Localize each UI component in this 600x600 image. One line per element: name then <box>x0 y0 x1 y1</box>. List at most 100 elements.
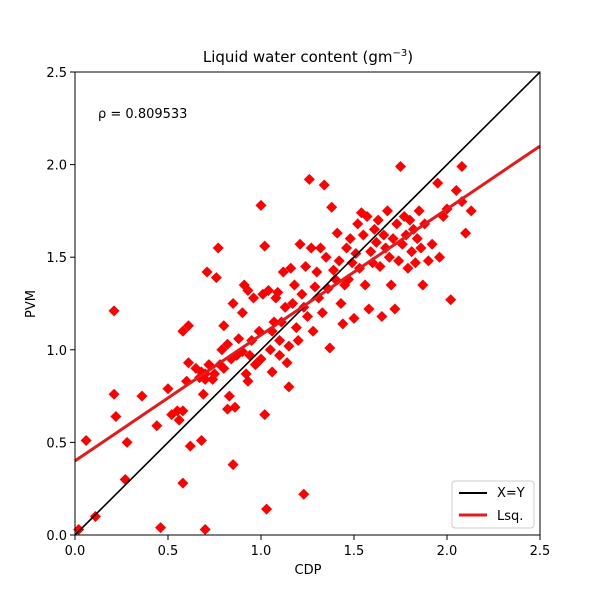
x-axis-label: CDP <box>295 563 322 578</box>
data-point <box>460 227 472 239</box>
data-point <box>209 368 220 380</box>
y-tick-label: 2.5 <box>46 66 67 81</box>
data-point <box>199 523 211 535</box>
data-point <box>259 240 271 252</box>
data-point <box>395 160 406 172</box>
title-suffix: ) <box>407 48 413 66</box>
data-point <box>195 435 207 447</box>
data-point <box>261 503 273 515</box>
data-point <box>432 177 444 189</box>
data-point <box>233 333 245 345</box>
correlation-annotation: ρ = 0.809533 <box>98 107 187 122</box>
data-point <box>359 279 371 291</box>
data-point <box>316 307 328 319</box>
x-tick-label: 2.5 <box>530 544 551 559</box>
data-point <box>381 205 393 217</box>
data-point <box>182 320 194 332</box>
data-point <box>223 390 235 402</box>
legend-label-identity: X=Y <box>497 486 525 501</box>
data-point <box>370 236 382 248</box>
x-tick-label: 0.5 <box>158 544 179 559</box>
data-point <box>288 279 300 291</box>
data-point <box>162 383 174 395</box>
data-point <box>376 310 388 322</box>
data-point <box>303 173 315 185</box>
data-point <box>292 335 304 347</box>
data-point <box>378 229 390 241</box>
data-point <box>307 325 319 337</box>
data-point <box>266 366 278 378</box>
legend: X=Y Lsq. <box>451 480 535 529</box>
data-point <box>368 223 380 235</box>
data-point <box>352 218 364 230</box>
data-point <box>341 242 353 254</box>
data-point <box>383 251 395 263</box>
data-point <box>361 210 373 222</box>
x-tick-label: 2.0 <box>437 544 458 559</box>
data-point <box>290 322 302 334</box>
x-tick-label: 1.0 <box>251 544 272 559</box>
data-point <box>391 218 403 230</box>
y-tick-label: 0.0 <box>46 529 67 544</box>
data-point <box>262 285 274 297</box>
data-point <box>333 255 345 267</box>
data-point <box>182 357 194 369</box>
data-point <box>121 436 133 448</box>
data-point <box>110 410 122 422</box>
data-point <box>294 238 306 250</box>
data-point <box>171 405 183 417</box>
data-point <box>300 260 312 272</box>
data-point <box>212 242 224 254</box>
data-point <box>218 362 230 374</box>
chart-title: Liquid water content (gm−3) <box>203 48 413 66</box>
data-point <box>222 403 234 415</box>
data-point <box>324 342 336 354</box>
data-point <box>287 298 299 309</box>
data-point <box>89 510 101 522</box>
data-point <box>240 368 252 380</box>
data-point <box>320 251 332 263</box>
y-tick-label: 2.0 <box>46 159 67 174</box>
data-point <box>302 310 313 322</box>
y-tick-label: 1.0 <box>46 344 67 359</box>
data-point <box>413 205 425 217</box>
data-point <box>151 420 163 432</box>
data-point <box>216 344 228 356</box>
data-point <box>108 388 120 400</box>
data-point <box>409 257 421 269</box>
data-point <box>255 199 267 211</box>
data-point <box>417 279 429 291</box>
data-point <box>73 523 85 535</box>
data-point <box>346 257 358 269</box>
data-point <box>445 294 457 306</box>
data-point <box>197 388 209 400</box>
data-point <box>279 301 291 313</box>
data-point <box>184 440 196 452</box>
data-point <box>248 292 260 304</box>
data-point <box>385 279 397 291</box>
data-point <box>350 247 362 259</box>
data-point <box>199 373 211 385</box>
data-point <box>236 307 248 319</box>
data-point <box>274 335 286 347</box>
data-point <box>274 349 286 361</box>
data-point <box>177 405 189 417</box>
data-point <box>326 201 338 213</box>
data-point <box>335 298 347 309</box>
data-point <box>337 318 349 330</box>
data-point <box>283 340 295 352</box>
data-point <box>426 238 438 250</box>
fit-lines <box>74 71 541 536</box>
data-point <box>331 227 343 239</box>
data-point <box>402 262 414 274</box>
data-point <box>309 281 321 293</box>
data-point <box>348 312 360 324</box>
x-tick-label: 1.5 <box>344 544 365 559</box>
data-point <box>450 185 462 197</box>
data-point <box>173 414 185 426</box>
data-point <box>411 233 423 245</box>
y-tick-label: 1.5 <box>46 251 67 266</box>
data-point <box>255 353 267 365</box>
data-point <box>344 233 356 245</box>
